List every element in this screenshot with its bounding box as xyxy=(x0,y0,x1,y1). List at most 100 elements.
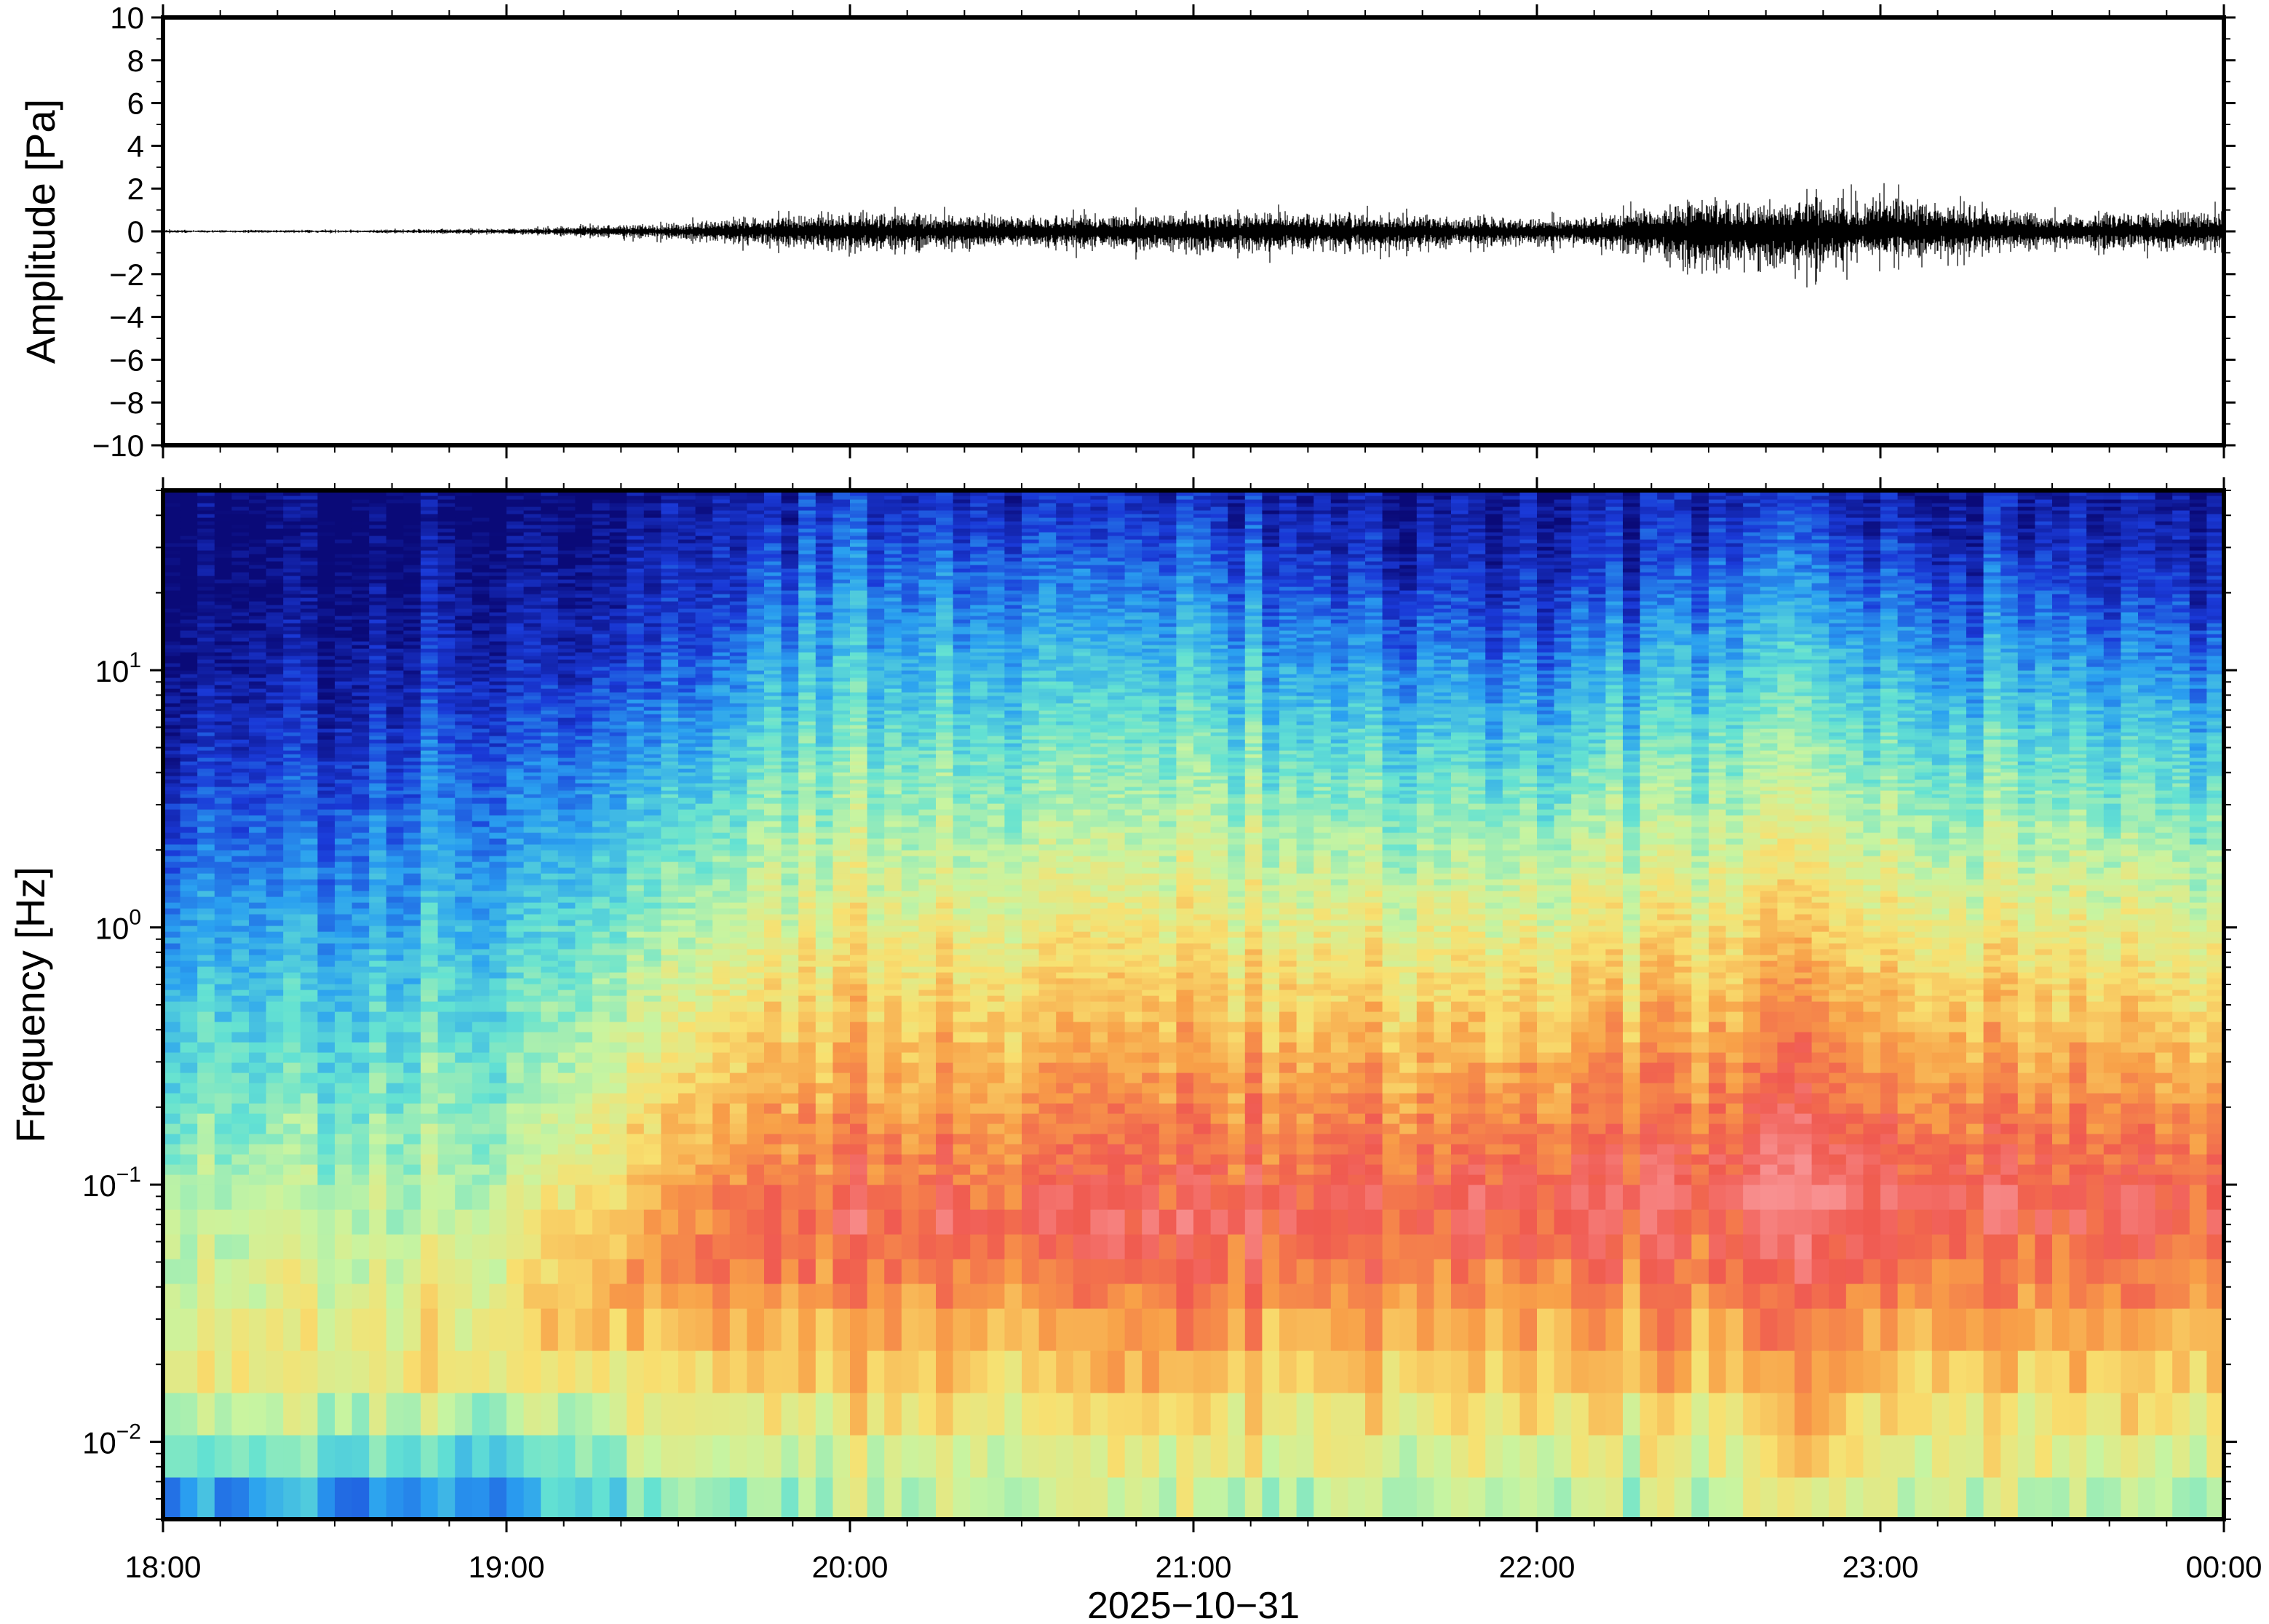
spectrogram-cell xyxy=(266,1209,284,1235)
spectrogram-cell xyxy=(249,670,266,674)
spectrogram-cell xyxy=(421,1103,438,1114)
spectrogram-cell xyxy=(421,1174,438,1185)
spectrogram-cell xyxy=(558,605,576,609)
spectrogram-cell xyxy=(575,590,592,594)
spectrogram-cell xyxy=(386,583,404,587)
spectrogram-cell xyxy=(661,696,678,700)
spectrogram-cell xyxy=(266,543,284,547)
spectrogram-cell xyxy=(215,612,232,616)
spectrogram-cell xyxy=(678,565,696,569)
spectrogram-cell xyxy=(438,867,456,874)
spectrogram-cell xyxy=(352,747,370,751)
spectrogram-cell xyxy=(301,503,318,507)
spectrogram-cell xyxy=(644,896,661,903)
spectrogram-cell xyxy=(421,539,438,544)
spectrogram-cell xyxy=(438,674,456,678)
spectrogram-cell xyxy=(575,914,592,920)
spectrogram-cell xyxy=(541,594,558,598)
spectrogram-cell xyxy=(266,605,284,609)
spectrogram-cell xyxy=(301,861,318,868)
spectrogram-cell xyxy=(575,1062,592,1073)
spectrogram-cell xyxy=(301,978,318,984)
spectrogram-cell xyxy=(386,557,404,562)
spectrogram-cell xyxy=(472,666,490,671)
spectrogram-cell xyxy=(403,920,421,926)
spectrogram-cell xyxy=(335,832,352,839)
spectrogram-cell xyxy=(249,1022,266,1032)
spectrogram-cell xyxy=(610,706,627,711)
spectrogram-cell xyxy=(335,1052,352,1063)
spectrogram-cell xyxy=(180,546,198,551)
spectrogram-cell xyxy=(301,626,318,631)
spectrogram-cell xyxy=(575,1174,592,1185)
spectrogram-cell xyxy=(301,666,318,671)
spectrogram-cell xyxy=(180,776,198,780)
spectrogram-cell xyxy=(627,696,644,700)
spectrogram-cell xyxy=(180,1103,198,1114)
spectrogram-cell xyxy=(712,648,730,653)
spectrogram-cell xyxy=(610,761,627,765)
spectrogram-cell xyxy=(283,714,301,718)
spectrogram-cell xyxy=(180,728,198,733)
spectrogram-cell xyxy=(455,616,472,620)
spectrogram-cell xyxy=(712,995,730,1002)
spectrogram-cell xyxy=(352,867,370,874)
spectrogram-cell xyxy=(215,995,232,1002)
spectrogram-cell xyxy=(197,776,215,780)
spectrogram-cell xyxy=(592,838,610,845)
spectrogram-cell xyxy=(266,821,284,827)
spectrogram-cell xyxy=(506,972,524,979)
spectrogram-cell xyxy=(352,703,370,707)
spectrogram-cell xyxy=(231,739,249,744)
spectrogram-cell xyxy=(558,768,576,773)
spectrogram-cell xyxy=(558,601,576,605)
spectrogram-cell xyxy=(455,891,472,897)
spectrogram-cell xyxy=(266,984,284,990)
spectrogram-cell xyxy=(403,499,421,503)
spectrogram-cell xyxy=(524,525,541,529)
spectrogram-cell xyxy=(524,891,541,897)
spectrogram-cell xyxy=(558,908,576,915)
spectrogram-cell xyxy=(266,768,284,773)
spectrogram-cell xyxy=(352,728,370,733)
spectrogram-cell xyxy=(575,757,592,762)
spectrogram-cell xyxy=(215,827,232,833)
spectrogram-cell xyxy=(386,797,404,804)
spectrogram-cell xyxy=(558,692,576,696)
spectrogram-cell xyxy=(489,721,506,725)
spectrogram-cell xyxy=(644,648,661,653)
spectrogram-cell xyxy=(197,949,215,955)
spectrogram-cell xyxy=(266,525,284,529)
spectrogram-cell xyxy=(506,761,524,765)
spectrogram-cell xyxy=(472,681,490,685)
spectrogram-cell xyxy=(644,1234,661,1259)
spectrogram-cell xyxy=(163,641,180,645)
spectrogram-cell xyxy=(317,1113,335,1124)
spectrogram-cell xyxy=(352,1435,370,1478)
spectrogram-cell xyxy=(249,960,266,967)
spectrogram-cell xyxy=(197,768,215,773)
spectrogram-cell xyxy=(352,1083,370,1094)
spectrogram-cell xyxy=(438,827,456,833)
spectrogram-cell xyxy=(455,873,472,880)
spectrogram-cell xyxy=(301,495,318,500)
spectrogram-cell xyxy=(661,597,678,602)
spectrogram-cell xyxy=(489,572,506,576)
spectrogram-cell xyxy=(249,576,266,580)
spectrogram-cell xyxy=(627,590,644,594)
spectrogram-cell xyxy=(352,1103,370,1114)
spectrogram-cell xyxy=(610,1032,627,1043)
spectrogram-cell xyxy=(610,772,627,776)
spectrogram-cell xyxy=(421,861,438,868)
spectrogram-cell xyxy=(696,565,713,569)
spectrogram-cell xyxy=(712,850,730,856)
spectrogram-cell xyxy=(180,670,198,674)
spectrogram-cell xyxy=(386,1011,404,1022)
spectrogram-cell xyxy=(661,725,678,729)
spectrogram-cell xyxy=(661,1093,678,1104)
spectrogram-cell xyxy=(524,1209,541,1235)
spectrogram-cell xyxy=(215,576,232,580)
spectrogram-cell xyxy=(231,543,249,547)
spectrogram-cell xyxy=(610,931,627,938)
spectrogram-cell xyxy=(541,873,558,880)
